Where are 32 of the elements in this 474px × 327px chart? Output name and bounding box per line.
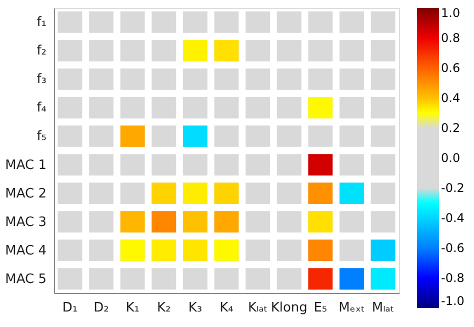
color-bar-label: -1.0	[441, 294, 464, 308]
y-tick-label: f₅	[36, 129, 46, 144]
y-tick-label: MAC 5	[5, 272, 46, 287]
y-tick-label: MAC 2	[5, 186, 46, 202]
color-bar-label: 0.8	[441, 31, 460, 45]
color-bar-label: -0.2	[441, 181, 464, 195]
x-tick-label: D₂	[94, 300, 109, 316]
color-bar-label: 0.6	[441, 61, 460, 75]
x-tick-label: K₁	[126, 300, 140, 316]
color-bar-label: 0.2	[441, 121, 460, 135]
x-tick-label: D₁	[62, 300, 78, 316]
x-tick-label: Mₗₐₜ	[372, 300, 394, 316]
y-tick-label: f₁	[36, 15, 46, 30]
x-tick-label: K₂	[157, 300, 171, 316]
x-tick-label: Mₑₓₜ	[338, 300, 366, 316]
color-bar-label: 0.4	[441, 91, 460, 105]
color-bar-label: -0.6	[441, 241, 464, 255]
y-tick-label: MAC 4	[5, 243, 46, 258]
color-bar-label: 0.0	[441, 151, 460, 165]
color-bar-label: -0.8	[441, 271, 464, 285]
color-bar-label: 1.0	[441, 6, 460, 20]
x-tick-label: K₄	[220, 300, 234, 316]
x-tick-label: E₅	[314, 300, 328, 316]
y-tick-label: MAC 3	[5, 214, 46, 230]
y-tick-label: f₄	[36, 100, 46, 116]
y-tick-label: MAC 1	[5, 158, 46, 173]
color-bar-label: -0.4	[441, 211, 464, 225]
x-tick-label: Klong	[270, 300, 308, 316]
y-tick-label: f₃	[36, 72, 46, 88]
y-tick-label: f₂	[36, 44, 46, 59]
x-tick-label: Kₗₐₜ	[248, 300, 268, 316]
x-tick-label: K₃	[188, 300, 202, 316]
